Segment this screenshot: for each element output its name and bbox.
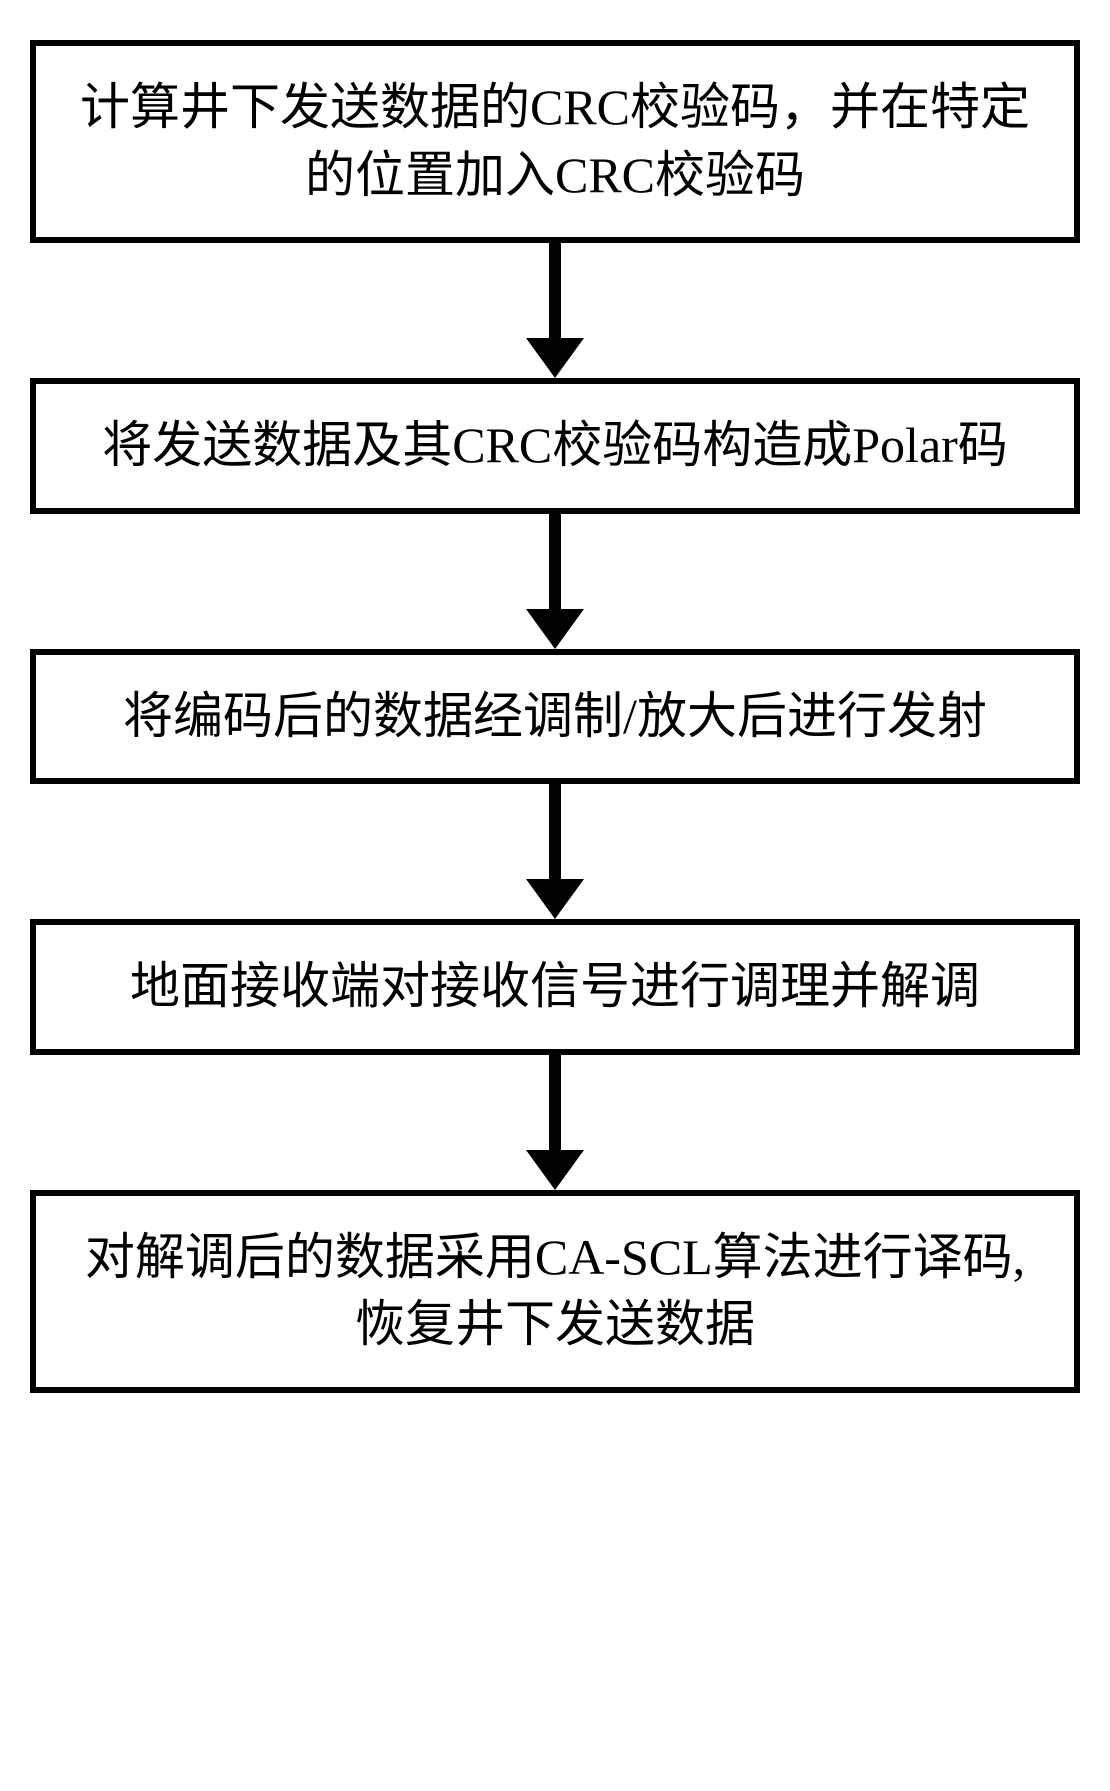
flow-step-4: 地面接收端对接收信号进行调理并解调 (30, 919, 1080, 1055)
flow-step-2: 将发送数据及其CRC校验码构造成Polar码 (30, 378, 1080, 514)
flowchart-container: 计算井下发送数据的CRC校验码，并在特定 的位置加入CRC校验码 将发送数据及其… (30, 40, 1080, 1393)
flow-step-4-label: 地面接收端对接收信号进行调理并解调 (130, 953, 980, 1021)
flow-step-3-label: 将编码后的数据经调制/放大后进行发射 (123, 683, 987, 751)
arrow-2-head (526, 609, 584, 649)
arrow-1-shaft (549, 243, 561, 338)
arrow-4-head (526, 1150, 584, 1190)
arrow-3 (526, 784, 584, 919)
arrow-4-shaft (549, 1055, 561, 1150)
flow-step-2-label: 将发送数据及其CRC校验码构造成Polar码 (102, 412, 1008, 480)
flow-step-1-label: 计算井下发送数据的CRC校验码，并在特定 的位置加入CRC校验码 (80, 74, 1030, 209)
arrow-3-shaft (549, 784, 561, 879)
flow-step-1: 计算井下发送数据的CRC校验码，并在特定 的位置加入CRC校验码 (30, 40, 1080, 243)
flow-step-3: 将编码后的数据经调制/放大后进行发射 (30, 649, 1080, 785)
arrow-3-head (526, 879, 584, 919)
flow-step-5-label: 对解调后的数据采用CA-SCL算法进行译码, 恢复井下发送数据 (85, 1224, 1025, 1359)
arrow-1 (526, 243, 584, 378)
arrow-1-head (526, 338, 584, 378)
arrow-2 (526, 514, 584, 649)
arrow-2-shaft (549, 514, 561, 609)
flow-step-5: 对解调后的数据采用CA-SCL算法进行译码, 恢复井下发送数据 (30, 1190, 1080, 1393)
arrow-4 (526, 1055, 584, 1190)
